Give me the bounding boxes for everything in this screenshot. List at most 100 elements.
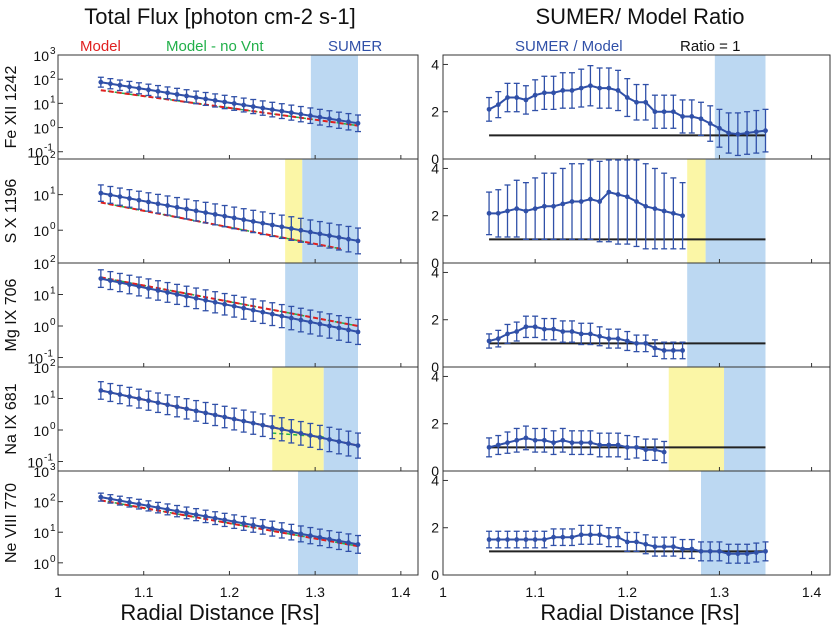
ratio-point: [532, 324, 538, 330]
ratio-point: [606, 189, 612, 195]
y-tick-label: 10: [33, 495, 49, 511]
sumer-point: [174, 508, 180, 514]
ratio-point: [532, 437, 538, 443]
x-axis-label-right: Radial Distance [Rs]: [540, 600, 739, 625]
sumer-point: [336, 117, 342, 123]
ratio-point: [551, 203, 556, 209]
ratio-point: [541, 537, 547, 542]
sumer-point: [307, 113, 313, 119]
ratio-point: [624, 338, 630, 344]
panel-frame: [57, 54, 419, 160]
ratio-point: [726, 551, 732, 557]
ratio-point: [717, 125, 722, 131]
sumer-point: [346, 540, 351, 546]
sumer-point: [107, 496, 113, 502]
ratio-point: [597, 199, 603, 204]
sumer-point: [298, 111, 304, 117]
ratio-line: [489, 190, 683, 217]
ratio-point: [514, 437, 520, 443]
sumer-point: [288, 315, 294, 321]
band-yellow: [687, 159, 706, 263]
y-tick-label: 10: [27, 351, 43, 367]
ratio-point: [744, 130, 750, 136]
sumer-point: [165, 290, 170, 295]
y-tick-label: 10: [33, 423, 49, 439]
sumer-point: [327, 116, 332, 122]
ratio-point: [569, 440, 575, 446]
sumer-point: [117, 498, 123, 504]
sumer-point: [117, 392, 123, 397]
sumer-point: [231, 519, 237, 525]
y-tick-label: 10: [33, 556, 49, 572]
ratio-point: [670, 109, 676, 115]
x-tick-label: 1.3: [305, 584, 325, 600]
ratio-point: [560, 329, 566, 334]
ratio-point: [634, 539, 639, 545]
ratio-point: [661, 449, 667, 455]
sumer-point: [222, 301, 228, 307]
sumer-point: [203, 410, 209, 416]
ratio-point: [615, 442, 621, 448]
ratio-point: [698, 116, 704, 122]
sumer-point: [279, 108, 285, 114]
ratio-point: [551, 534, 556, 540]
sumer-point: [269, 311, 275, 317]
ratio-point: [532, 537, 538, 542]
sumer-point: [127, 394, 132, 399]
sumer-point: [307, 432, 313, 438]
x-tick-label: 1.4: [802, 584, 822, 600]
ratio-point: [643, 447, 649, 453]
y-tick-label: 0: [431, 463, 439, 479]
ratio-point: [578, 331, 584, 337]
sumer-point: [193, 208, 199, 214]
ratio-point: [744, 551, 750, 557]
sumer-point: [260, 422, 266, 428]
band-yellow: [272, 367, 324, 471]
sumer-point: [250, 219, 256, 224]
y-tick-label-exp: 1: [50, 94, 56, 105]
ratio-point: [569, 329, 575, 334]
sumer-point: [260, 524, 266, 530]
ratio-point: [597, 85, 603, 91]
sumer-point: [307, 533, 313, 539]
sumer-point: [288, 226, 294, 231]
sumer-point: [127, 84, 132, 90]
ratio-point: [588, 331, 593, 337]
y-tick-label: 0: [431, 567, 439, 583]
sumer-point: [298, 227, 304, 233]
ratio-point: [624, 95, 630, 100]
ratio-point: [661, 348, 667, 353]
ratio-point: [624, 539, 630, 545]
y-tick-label: 0: [431, 151, 439, 167]
model-line: [100, 499, 359, 548]
sumer-point: [231, 303, 237, 309]
y-tick-label: 4: [431, 368, 439, 384]
sumer-line: [100, 192, 359, 242]
band-blue: [705, 159, 766, 263]
y-tick-label-exp: 0: [50, 421, 56, 432]
ratio-point: [495, 442, 501, 448]
sumer-point: [203, 210, 209, 216]
ratio-point: [670, 348, 676, 353]
y-tick-label-exp: -1: [44, 143, 53, 154]
y-tick-label-exp: 1: [50, 390, 56, 401]
sumer-point: [203, 96, 209, 102]
ratio-point: [606, 336, 612, 342]
sumer-point: [298, 531, 304, 537]
y-tick-label: 10: [33, 152, 49, 168]
panel-frame: [442, 470, 831, 576]
band-blue: [310, 55, 358, 159]
y-tick-label-exp: 1: [50, 523, 56, 534]
sumer-point: [165, 90, 170, 96]
sumer-line: [100, 277, 359, 333]
sumer-point: [317, 435, 323, 440]
ratio-point: [615, 336, 621, 342]
ratio-point: [643, 99, 649, 105]
sumer-point: [184, 293, 189, 299]
sumer-point: [327, 323, 332, 329]
sumer-point: [174, 291, 180, 297]
ratio-point: [670, 210, 676, 216]
sumer-point: [174, 91, 180, 97]
